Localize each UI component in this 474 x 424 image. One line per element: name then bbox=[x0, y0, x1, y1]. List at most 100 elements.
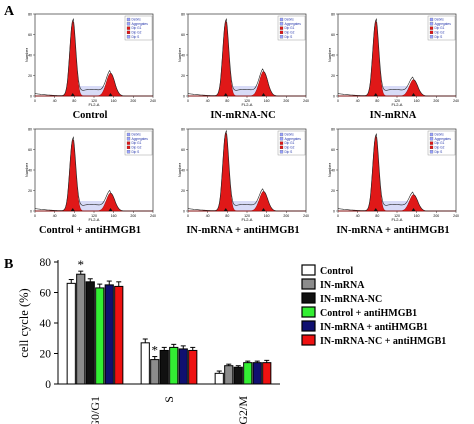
y-tick-label: 40 bbox=[28, 54, 32, 58]
g1-marker bbox=[70, 93, 75, 96]
g2-marker bbox=[261, 93, 266, 96]
g2-marker bbox=[261, 208, 266, 211]
legend-swatch bbox=[301, 320, 316, 332]
histogram: 0 20 40 60 80 0 40 80 120 160 200 240 Number FL2-A Deb… bbox=[327, 128, 459, 237]
g2-marker bbox=[108, 208, 113, 211]
x-tick-label: 120 bbox=[394, 99, 400, 103]
y-tick-label: 0 bbox=[333, 210, 335, 214]
y-axis-label: Number bbox=[177, 47, 182, 62]
x-tick-label: 80 bbox=[375, 99, 379, 103]
histogram-curve bbox=[337, 132, 456, 212]
legend-label: Debris bbox=[285, 133, 295, 137]
legend-swatch bbox=[279, 35, 284, 39]
legend-label: Dip S bbox=[435, 35, 443, 39]
legend-swatch bbox=[126, 30, 131, 34]
histogram: 0 20 40 60 80 0 40 80 120 160 200 240 Number FL2-A Deb… bbox=[327, 13, 459, 122]
legend-label: Dip G2 bbox=[285, 146, 295, 150]
g1-marker bbox=[70, 208, 75, 211]
legend-label: Dip G2 bbox=[285, 31, 295, 35]
legend-swatch bbox=[301, 306, 316, 318]
x-axis-label: FL2-A bbox=[89, 102, 100, 107]
x-tick-label: 160 bbox=[414, 99, 420, 103]
legend-swatch bbox=[301, 292, 316, 304]
legend-label: Dip G2 bbox=[435, 31, 445, 35]
legend-label: Aggregates bbox=[435, 137, 452, 141]
x-axis-label: FL2-A bbox=[392, 102, 403, 107]
x-axis-label: FL2-A bbox=[89, 217, 100, 222]
legend-label: Control bbox=[320, 266, 353, 277]
y-tick-label: 40 bbox=[40, 318, 52, 330]
y-axis-label: Number bbox=[24, 162, 29, 177]
x-tick-label: 160 bbox=[264, 99, 270, 103]
bar bbox=[85, 281, 95, 385]
x-tick-label: 40 bbox=[53, 99, 57, 103]
bar bbox=[233, 366, 243, 385]
legend-label: Dip G1 bbox=[132, 141, 142, 145]
histogram: 0 20 40 60 80 0 40 80 120 160 200 240 Number FL2-A Deb… bbox=[177, 13, 309, 122]
x-tick-label: 240 bbox=[453, 99, 459, 103]
y-tick-label: 60 bbox=[40, 288, 52, 300]
x-tick-label: 160 bbox=[111, 99, 117, 103]
x-tick-label: 240 bbox=[303, 99, 309, 103]
legend-swatch bbox=[279, 26, 284, 30]
bar bbox=[252, 362, 262, 385]
bar bbox=[214, 372, 224, 385]
g2-marker bbox=[108, 93, 113, 96]
y-tick-label: 20 bbox=[331, 74, 335, 78]
bar bbox=[95, 287, 105, 385]
legend-label: Dip G1 bbox=[132, 26, 142, 30]
panel-a-letter: A bbox=[4, 4, 15, 19]
y-tick-label: 60 bbox=[331, 33, 335, 37]
legend-swatch bbox=[126, 17, 131, 22]
legend-label: Debris bbox=[285, 18, 295, 22]
y-tick-label: 80 bbox=[40, 257, 52, 269]
y-tick-label: 80 bbox=[181, 13, 185, 17]
x-tick-label: 200 bbox=[130, 99, 136, 103]
x-tick-label: 200 bbox=[433, 214, 439, 218]
bar-chart: 0 20 40 60 80 cell cycle (%) G0/G1 S G2/M * * Contr… bbox=[17, 257, 446, 424]
y-tick-label: 20 bbox=[331, 189, 335, 193]
histogram-curve bbox=[34, 136, 153, 212]
histogram-title: IN-mRNA + antiHMGB1 bbox=[336, 225, 449, 236]
legend-swatch bbox=[126, 141, 131, 145]
legend-swatch bbox=[429, 137, 434, 141]
y-tick-label: 40 bbox=[28, 169, 32, 173]
x-tick-label: 160 bbox=[111, 214, 117, 218]
x-tick-label: 40 bbox=[206, 214, 210, 218]
legend-swatch bbox=[429, 26, 434, 30]
legend-label: Dip S bbox=[132, 150, 140, 154]
x-tick-label: 0 bbox=[34, 214, 36, 218]
legend-swatch bbox=[126, 150, 131, 154]
g2-marker bbox=[411, 93, 416, 96]
legend-swatch bbox=[126, 22, 131, 26]
x-tick-label: 0 bbox=[34, 99, 36, 103]
legend-label: IN-mRNA-NC + antiHMGB1 bbox=[320, 336, 446, 347]
x-axis-label: FL2-A bbox=[392, 217, 403, 222]
y-tick-label: 80 bbox=[28, 13, 32, 17]
x-tick-label: 40 bbox=[206, 99, 210, 103]
significance-mark: * bbox=[78, 257, 85, 272]
x-tick-label: 80 bbox=[72, 99, 76, 103]
y-axis-label: Number bbox=[24, 47, 29, 62]
x-tick-label: 160 bbox=[414, 214, 420, 218]
histogram-title: IN-mRNA-NC bbox=[210, 110, 275, 121]
histogram: 0 20 40 60 80 0 40 80 120 160 200 240 Number FL2-A Deb… bbox=[24, 128, 156, 237]
x-tick-label: 200 bbox=[283, 214, 289, 218]
legend-swatch bbox=[126, 132, 131, 137]
y-axis-label: Number bbox=[327, 162, 332, 177]
histogram-title: IN-mRNA + antiHMGB1 bbox=[186, 225, 299, 236]
legend-swatch bbox=[279, 30, 284, 34]
x-tick-label: 40 bbox=[356, 214, 360, 218]
legend-swatch bbox=[126, 145, 131, 149]
histogram: 0 20 40 60 80 0 40 80 120 160 200 240 Number FL2-A Deb… bbox=[177, 128, 309, 237]
y-tick-label: 0 bbox=[45, 379, 51, 391]
histogram-curve bbox=[337, 17, 456, 97]
legend-label: IN-mRNA bbox=[320, 280, 365, 291]
x-tick-label: 200 bbox=[283, 99, 289, 103]
significance-mark: * bbox=[152, 343, 159, 358]
x-tick-label: 40 bbox=[356, 99, 360, 103]
x-tick-label: 80 bbox=[72, 214, 76, 218]
y-axis-label: cell cycle (%) bbox=[17, 288, 31, 357]
